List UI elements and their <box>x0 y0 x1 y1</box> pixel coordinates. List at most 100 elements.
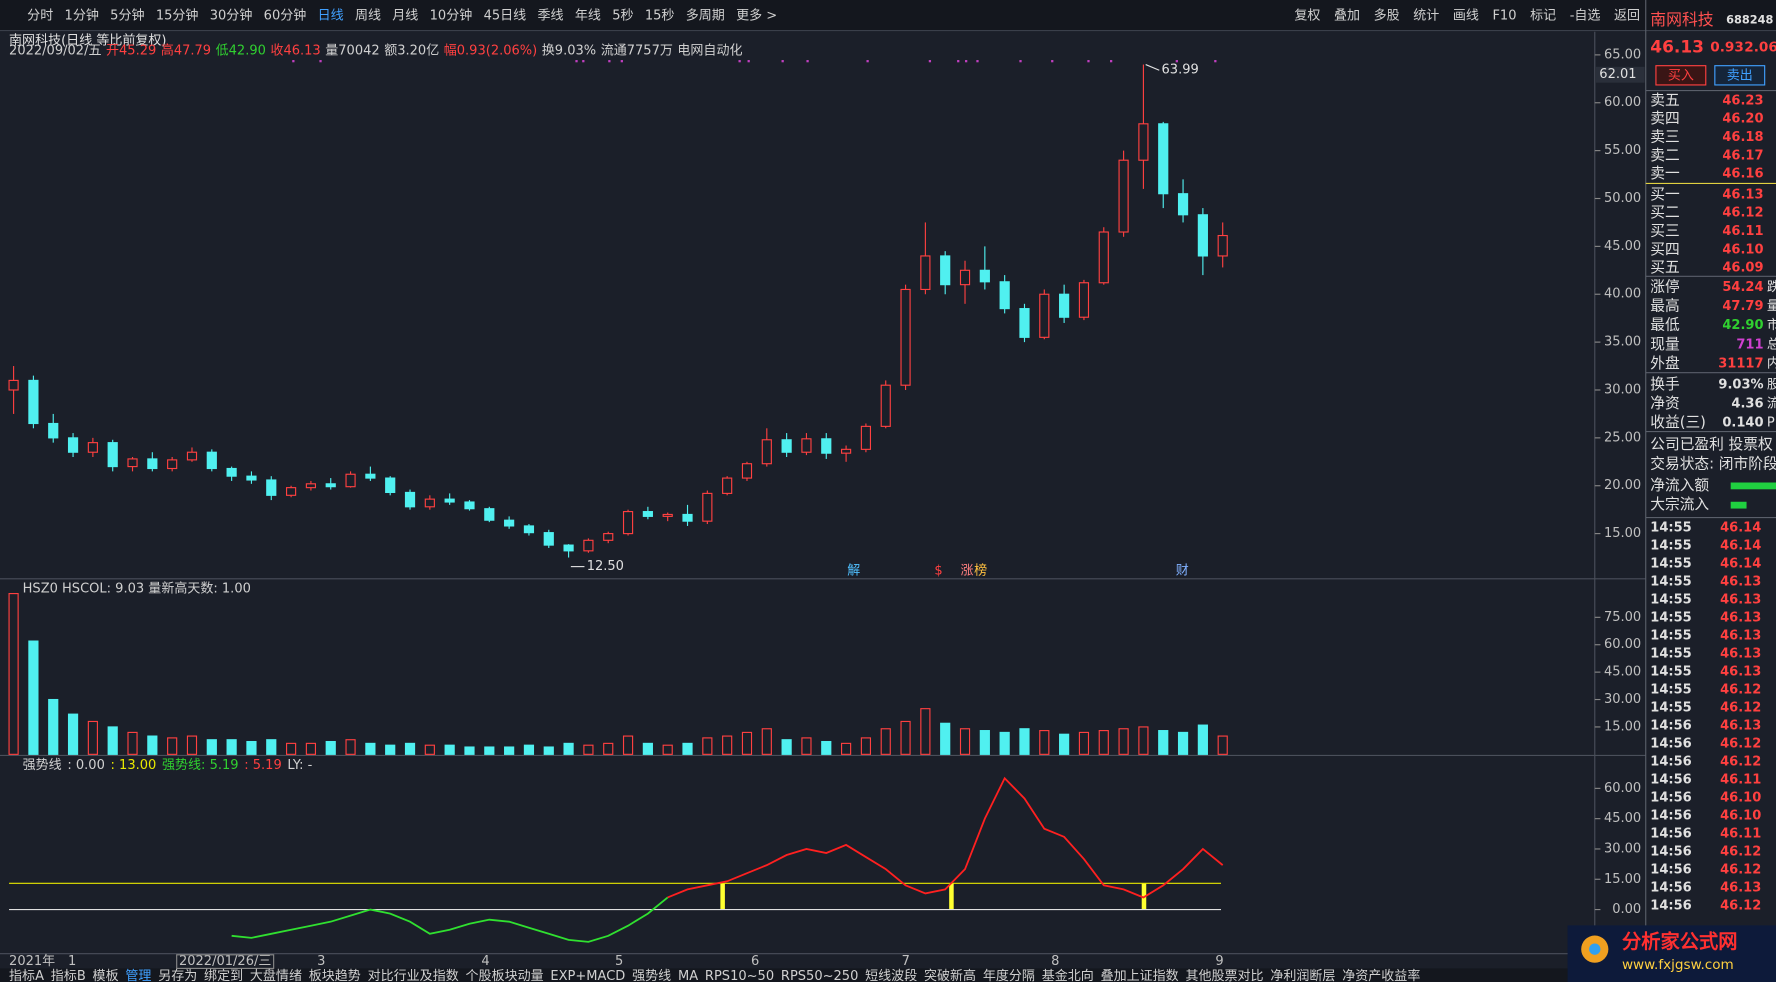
volume-bar <box>840 742 852 755</box>
stat-tail: 总 <box>1767 337 1776 352</box>
candle-body <box>424 498 435 508</box>
tick-price: 46.10 <box>1720 790 1761 805</box>
toolbar-tab[interactable]: 15秒 <box>645 8 675 23</box>
indicator-header: : 5.19 <box>244 758 282 773</box>
toolbar-tab[interactable]: 5秒 <box>612 8 633 23</box>
menu-item[interactable]: 强势线 <box>632 968 671 982</box>
toolbar-tab[interactable]: 日线 <box>318 8 344 23</box>
logo-title: 分析家公式网 <box>1622 930 1738 953</box>
stat-tail: P <box>1767 416 1775 431</box>
stat-label: 最高 <box>1650 298 1679 315</box>
toolbar-tab[interactable]: 15分钟 <box>156 7 199 23</box>
menu-item[interactable]: 突破新高 <box>924 968 976 982</box>
stat-value: 47.79 <box>1722 299 1763 314</box>
toolbar-tab[interactable]: 60分钟 <box>264 7 307 23</box>
toolbar-button[interactable]: 统计 <box>1413 8 1439 23</box>
menu-item[interactable]: 短线波段 <box>865 969 917 982</box>
tick-price: 46.14 <box>1720 556 1761 571</box>
menu-item[interactable]: EXP+MACD <box>550 969 625 982</box>
menu-item[interactable]: MA <box>678 969 698 982</box>
menu-item[interactable]: 叠加上证指数 <box>1101 969 1179 982</box>
toolbar-button[interactable]: F10 <box>1492 8 1516 23</box>
toolbar-tab[interactable]: 30分钟 <box>210 7 253 23</box>
sell-label[interactable]: 卖出 <box>1727 68 1753 83</box>
menu-item[interactable]: 模板 <box>93 969 119 982</box>
candle-body <box>285 487 297 496</box>
candle-body <box>860 425 872 450</box>
toolbar-tab[interactable]: 周线 <box>355 8 381 23</box>
tick-price: 46.13 <box>1720 880 1761 895</box>
toolbar-tab[interactable]: 45日线 <box>484 8 527 23</box>
menu-item[interactable]: 绑定到 <box>204 969 243 982</box>
volume-bar <box>186 735 198 755</box>
menu-item[interactable]: 个股板块动量 <box>466 969 544 982</box>
toolbar-tab[interactable]: 多周期 <box>686 7 725 23</box>
book-price: 46.09 <box>1722 261 1763 276</box>
candle-body <box>1059 293 1070 318</box>
toolbar-tab[interactable]: 5分钟 <box>110 7 144 23</box>
menu-item[interactable]: 指标B <box>51 969 86 982</box>
y-tick-label: 40.00 <box>1604 287 1641 302</box>
book-label: 买四 <box>1650 241 1679 258</box>
menu-item[interactable]: 板块趋势 <box>309 968 361 982</box>
toolbar-button[interactable]: 返回 <box>1614 8 1640 23</box>
signal-dot <box>738 60 741 63</box>
volume-bar <box>1019 728 1030 755</box>
candle-body <box>979 269 990 283</box>
toolbar-button[interactable]: 画线 <box>1453 8 1479 23</box>
toolbar-button[interactable]: 多股 <box>1374 7 1400 23</box>
y-tick-label: 65.00 <box>1604 47 1641 62</box>
buy-label[interactable]: 买入 <box>1668 68 1694 83</box>
time-label: 3 <box>317 954 325 969</box>
sell-button[interactable] <box>1714 65 1766 86</box>
info-item: 流通7757万 <box>601 43 673 58</box>
menu-item[interactable]: 年度分隔 <box>983 968 1035 982</box>
volume-bar <box>821 740 832 755</box>
toolbar-button[interactable]: 标记 <box>1530 8 1556 23</box>
candle-body <box>8 379 19 391</box>
tick-time: 14:56 <box>1650 772 1691 787</box>
candle-body <box>900 288 911 386</box>
book-label: 卖一 <box>1650 165 1680 182</box>
menu-item[interactable]: 基金北向 <box>1042 968 1094 982</box>
time-label: 4 <box>481 954 489 969</box>
menu-bg <box>0 968 1646 982</box>
strength-line <box>231 896 669 943</box>
book-label: 卖五 <box>1650 92 1679 109</box>
volume-bar <box>365 742 376 755</box>
toolbar-tab[interactable]: 更多 > <box>736 7 777 23</box>
menu-item[interactable]: 其他股票对比 <box>1185 969 1263 982</box>
toolbar-tab[interactable]: 1分钟 <box>65 7 99 23</box>
stat-label: 外盘 <box>1650 354 1680 372</box>
stat-tail: 股 <box>1767 378 1776 393</box>
stat-label: 净资 <box>1650 395 1679 412</box>
menu-item[interactable]: 另存为 <box>158 969 197 982</box>
menu-item[interactable]: RPS50~250 <box>781 969 858 982</box>
menu-item[interactable]: 净利润断层 <box>1270 969 1335 982</box>
toolbar-tab[interactable]: 月线 <box>392 8 418 23</box>
menu-item[interactable]: 管理 <box>125 969 151 982</box>
info-item: 量70042 <box>325 43 379 58</box>
toolbar-tab[interactable]: 季线 <box>537 8 563 23</box>
candle-body <box>1098 231 1109 284</box>
toolbar-tab[interactable]: 10分钟 <box>430 7 473 23</box>
menu-item[interactable]: 指标A <box>9 969 44 982</box>
toolbar-button[interactable]: 叠加 <box>1334 8 1360 23</box>
tick-price: 46.11 <box>1720 772 1761 787</box>
menu-item[interactable]: 对比行业及指数 <box>368 969 459 982</box>
indicator-header: 强势线: 5.19 <box>162 757 239 773</box>
candle-body <box>603 533 614 541</box>
stat-value: 9.03% <box>1718 378 1763 393</box>
time-label: 1 <box>68 954 76 969</box>
menu-item[interactable]: RPS10~50 <box>705 969 774 982</box>
toolbar-tab[interactable]: 分时 <box>27 8 53 23</box>
buy-button[interactable] <box>1655 65 1707 86</box>
menu-item[interactable]: 净资产收益率 <box>1342 968 1420 982</box>
toolbar-tab[interactable]: 年线 <box>575 8 601 23</box>
tick-time: 14:56 <box>1650 718 1691 733</box>
candle-body <box>741 463 753 479</box>
toolbar-button[interactable]: 复权 <box>1294 7 1320 23</box>
toolbar-button[interactable]: -自选 <box>1570 8 1601 23</box>
menu-item[interactable]: 大盘情绪 <box>250 968 302 982</box>
